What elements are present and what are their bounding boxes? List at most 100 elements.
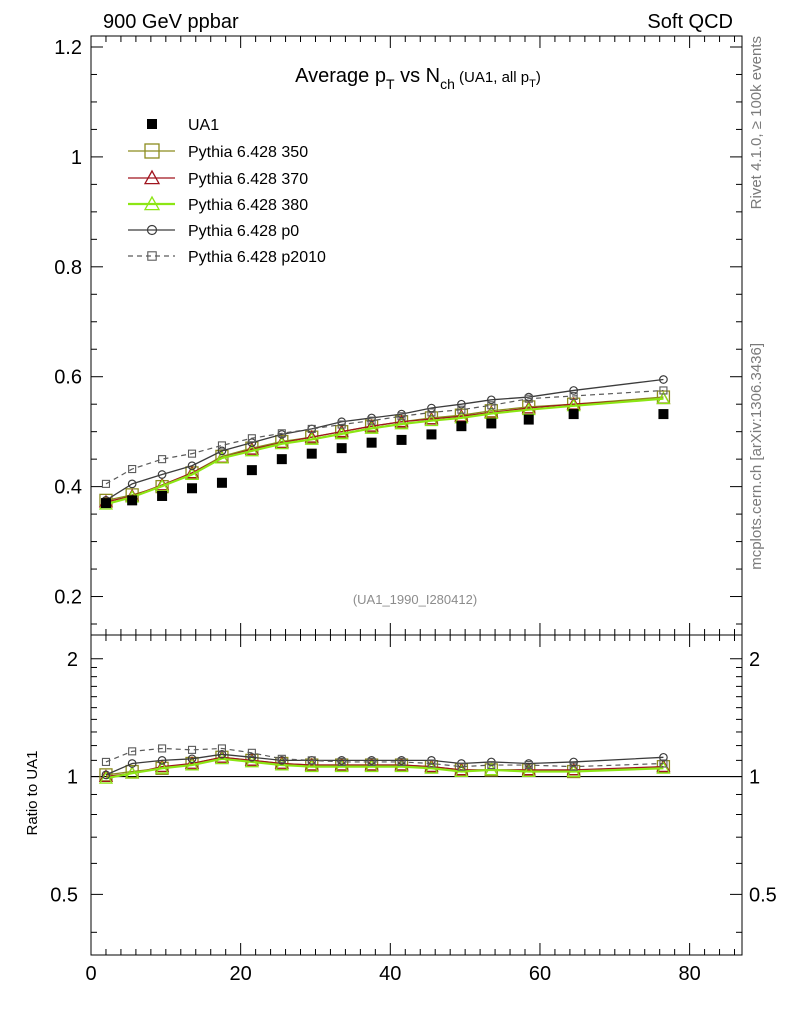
point-p380 [484, 762, 499, 776]
point-p380 [364, 421, 379, 434]
ratio-y-tick-label-right: 1 [749, 767, 760, 789]
point-p380 [566, 764, 581, 777]
point-p0 [127, 759, 137, 768]
point-p0 [457, 399, 466, 409]
point-p2010 [247, 434, 256, 443]
x-tick-label: 40 [379, 963, 401, 985]
axis-ticks [90, 36, 742, 955]
series-line-p2010 [105, 389, 664, 485]
data-point [157, 490, 168, 501]
point-p380 [334, 759, 349, 773]
point-p380 [521, 764, 536, 777]
data-point [568, 409, 579, 420]
ratio-line-p2010 [105, 747, 664, 768]
point-p370 [98, 769, 114, 783]
point-p2010 [659, 386, 668, 395]
point-p370 [334, 424, 349, 438]
point-p370 [394, 414, 409, 428]
series-line-p370 [105, 398, 664, 503]
data-point [366, 437, 377, 448]
data-point [127, 495, 138, 506]
point-p380 [125, 765, 140, 779]
point-p380 [364, 759, 379, 773]
point-p2010 [569, 762, 578, 771]
point-p2010 [307, 424, 316, 433]
data-point [147, 119, 157, 129]
analysis-id: (UA1_1990_I280412) [353, 592, 477, 607]
y-tick-label: 0.4 [54, 477, 82, 499]
y-tick-label: 0.2 [54, 587, 82, 609]
mcplots-label: mcplots.cern.ch [arXiv:1306.3436] [748, 343, 765, 570]
point-p0 [569, 386, 578, 395]
point-p0 [247, 438, 257, 448]
ratio-frame [90, 634, 743, 956]
point-p2010 [524, 761, 533, 770]
point-p2010 [158, 744, 167, 753]
point-p0 [427, 403, 436, 413]
data-point [456, 421, 467, 432]
ratio-line-p380 [105, 757, 664, 780]
data-point [523, 414, 534, 425]
point-p370 [244, 441, 259, 455]
point-p2010 [427, 408, 436, 417]
point-p0 [187, 754, 197, 764]
x-tick-label: 20 [230, 963, 252, 985]
point-p380 [304, 759, 319, 773]
point-p0 [217, 446, 227, 456]
point-p2010 [307, 756, 316, 765]
x-tick-label: 0 [85, 963, 96, 985]
data-point [306, 448, 317, 459]
point-p380 [484, 406, 499, 419]
point-p2010 [101, 757, 111, 766]
point-p380 [521, 402, 536, 416]
point-p380 [244, 754, 259, 768]
point-p0 [217, 749, 227, 759]
point-p370 [184, 756, 200, 769]
header-left: 900 GeV ppbar [103, 11, 239, 33]
point-p2010 [569, 391, 578, 400]
data-point [276, 454, 287, 465]
point-p380 [244, 443, 259, 457]
point-p370 [364, 418, 379, 432]
point-p2010 [367, 757, 376, 766]
ratio-y-tick-label: 1 [67, 767, 78, 789]
point-p0 [659, 752, 668, 762]
point-p380 [154, 760, 170, 774]
point-p380 [394, 416, 409, 430]
data-point [246, 465, 257, 476]
legend-label: Pythia 6.428 p2010 [188, 249, 326, 266]
point-p370 [304, 429, 319, 443]
point-p370 [154, 759, 170, 773]
ratio-y-tick-label-right: 0.5 [749, 884, 777, 906]
point-p350 [144, 143, 160, 159]
legend-label: Pythia 6.428 350 [188, 144, 308, 161]
legend-label: Pythia 6.428 370 [188, 171, 308, 188]
point-p0 [146, 224, 158, 236]
point-p2010 [277, 429, 286, 438]
point-p0 [101, 770, 111, 780]
legend-label: Pythia 6.428 p0 [188, 223, 299, 240]
point-p2010 [277, 754, 286, 763]
data-point [658, 409, 669, 420]
point-p2010 [397, 412, 406, 421]
point-p2010 [487, 761, 496, 770]
data-point [187, 483, 198, 494]
point-p0 [569, 757, 578, 767]
point-p2010 [101, 479, 111, 488]
point-p370 [304, 757, 319, 771]
point-p2010 [457, 405, 466, 414]
point-p2010 [397, 757, 406, 766]
point-p0 [157, 470, 167, 479]
point-p0 [157, 756, 167, 765]
point-p2010 [128, 464, 137, 474]
point-p380 [656, 391, 671, 405]
x-tick-label: 60 [529, 963, 551, 985]
point-p0 [659, 375, 668, 384]
point-p370 [521, 400, 536, 414]
chart-title: Average pT vs Nch (UA1, all pT) [295, 65, 541, 92]
main-series-group [98, 375, 671, 510]
point-p2010 [487, 401, 496, 410]
data-point [426, 429, 437, 440]
point-p2010 [158, 455, 167, 464]
point-p370 [454, 408, 469, 422]
